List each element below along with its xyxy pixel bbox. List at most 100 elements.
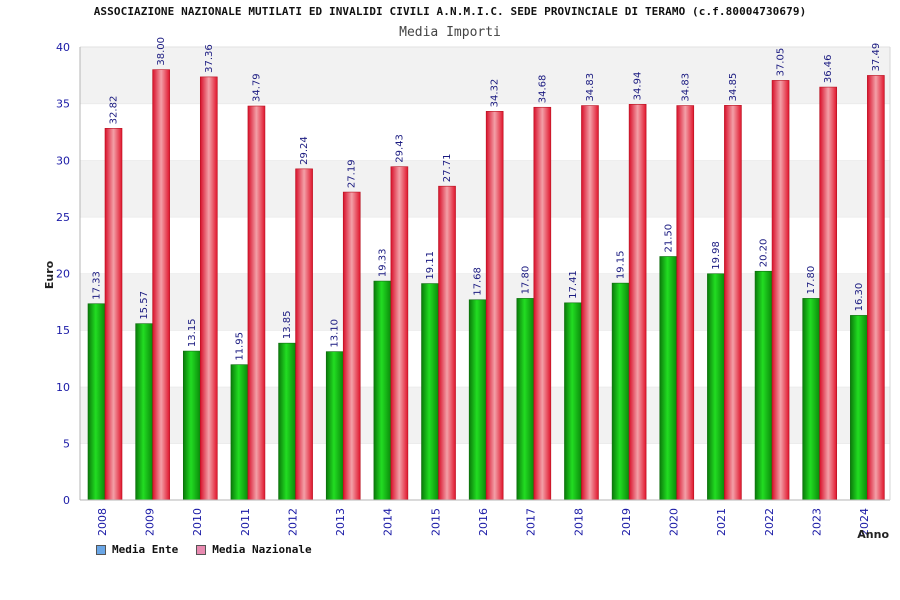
- data-label: 29.43: [394, 134, 405, 163]
- y-tick-label: 25: [56, 211, 70, 224]
- bar-media-ente: [87, 303, 106, 501]
- bar-media-nazionale: [342, 191, 361, 501]
- bar-media-ente: [564, 302, 582, 501]
- bar-media-ente: [516, 298, 535, 501]
- bar-media-ente: [325, 351, 344, 501]
- bar-media-nazionale: [724, 105, 742, 501]
- data-label: 19.11: [425, 251, 436, 280]
- legend: Media Ente Media Nazionale: [96, 543, 312, 556]
- legend-item-media-nazionale: Media Nazionale: [196, 543, 312, 556]
- y-tick-label: 5: [63, 437, 70, 450]
- bar-media-nazionale: [152, 69, 170, 501]
- bar-media-nazionale: [771, 80, 790, 501]
- legend-label-media-ente: Media Ente: [112, 543, 179, 556]
- x-tick-label: 2009: [143, 508, 156, 536]
- data-label: 34.68: [537, 75, 548, 104]
- data-label: 21.50: [663, 224, 674, 253]
- data-label: 15.57: [139, 291, 150, 320]
- y-axis-title: Euro: [43, 260, 56, 289]
- bar-media-nazionale: [104, 128, 123, 501]
- bar-media-ente: [850, 315, 868, 501]
- bar-media-ente: [659, 256, 678, 501]
- data-label: 36.46: [823, 54, 834, 83]
- bar-media-ente: [230, 364, 249, 501]
- data-label: 19.33: [377, 248, 388, 277]
- data-label: 19.15: [616, 250, 627, 279]
- bar-media-ente: [278, 342, 296, 501]
- x-tick-label: 2008: [96, 508, 109, 536]
- data-label: 17.33: [92, 271, 103, 300]
- data-label: 11.95: [234, 332, 245, 361]
- bar-media-ente: [707, 273, 725, 501]
- data-label: 37.05: [776, 48, 787, 77]
- bar-media-nazionale: [628, 104, 647, 501]
- x-tick-label: 2020: [668, 508, 681, 536]
- legend-item-media-ente: Media Ente: [96, 543, 178, 556]
- legend-label-media-nazionale: Media Nazionale: [212, 543, 312, 556]
- bar-media-ente: [802, 298, 821, 501]
- x-tick-label: 2022: [763, 508, 776, 536]
- bars-group: [87, 69, 885, 501]
- data-label: 27.19: [347, 159, 358, 188]
- bar-media-ente: [611, 282, 630, 501]
- data-label: 29.24: [299, 136, 310, 165]
- y-tick-label: 30: [56, 154, 70, 167]
- bar-media-ente: [135, 323, 153, 501]
- y-tick-label: 40: [56, 41, 70, 54]
- y-tick-label: 35: [56, 98, 70, 111]
- data-label: 34.79: [251, 73, 262, 102]
- x-tick-label: 2024: [858, 508, 871, 536]
- data-label: 34.83: [680, 73, 691, 102]
- bar-media-nazionale: [295, 168, 313, 501]
- axes-group: 0 5 10 15 20 25 30 35 40 2008 2009 2010 2011 2012 2013…: [56, 41, 891, 536]
- y-tick-label: 15: [56, 324, 70, 337]
- bar-media-nazionale: [867, 75, 885, 501]
- bar-media-ente: [373, 280, 392, 501]
- y-tick-label: 10: [56, 381, 70, 394]
- data-label: 34.32: [490, 79, 501, 108]
- x-tick-label: 2017: [525, 508, 538, 536]
- data-label: 13.85: [282, 311, 293, 340]
- x-tick-label: 2019: [620, 508, 633, 536]
- data-label: 34.94: [633, 72, 644, 101]
- x-tick-label: 2023: [811, 508, 824, 536]
- x-tick-label: 2012: [286, 508, 299, 536]
- bar-media-nazionale: [199, 76, 218, 501]
- data-label: 17.80: [806, 266, 817, 295]
- data-label: 20.20: [759, 239, 770, 268]
- bar-media-nazionale: [819, 86, 838, 501]
- legend-swatch-media-ente: [96, 544, 106, 555]
- bar-media-nazionale: [533, 106, 552, 501]
- data-label: 27.71: [442, 154, 453, 183]
- bar-media-ente: [421, 283, 439, 501]
- bar-media-ente: [468, 299, 487, 501]
- y-tick-label: 20: [56, 268, 70, 281]
- bar-media-nazionale: [390, 166, 409, 501]
- x-tick-label: 2010: [191, 508, 204, 536]
- data-label: 34.85: [728, 73, 739, 102]
- bar-media-ente: [754, 270, 773, 501]
- x-tick-label: 2011: [239, 508, 252, 536]
- data-label: 13.15: [187, 318, 198, 347]
- chart-subtitle: Media Importi: [399, 25, 501, 40]
- data-label: 38.00: [156, 37, 167, 66]
- data-label: 16.30: [854, 283, 865, 312]
- bar-media-nazionale: [485, 111, 504, 501]
- bar-media-nazionale: [581, 105, 599, 501]
- bar-media-ente: [182, 350, 201, 501]
- data-labels-group: 17.33 32.82 15.57 38.00 13.15 37.36 11.95 34.79…: [92, 37, 882, 361]
- y-tick-label: 0: [63, 494, 70, 507]
- data-label: 37.36: [204, 44, 215, 73]
- bar-media-nazionale: [676, 105, 695, 501]
- data-label: 17.80: [520, 266, 531, 295]
- bar-media-nazionale: [247, 105, 266, 501]
- bar-media-nazionale: [438, 185, 456, 501]
- data-label: 32.82: [109, 96, 120, 125]
- x-tick-label: 2021: [715, 508, 728, 536]
- x-tick-label: 2014: [382, 508, 395, 536]
- data-label: 17.41: [568, 270, 579, 299]
- chart-title: ASSOCIAZIONE NAZIONALE MUTILATI ED INVAL…: [93, 5, 807, 18]
- data-label: 19.98: [711, 241, 722, 270]
- x-axis-title: Anno: [857, 528, 889, 541]
